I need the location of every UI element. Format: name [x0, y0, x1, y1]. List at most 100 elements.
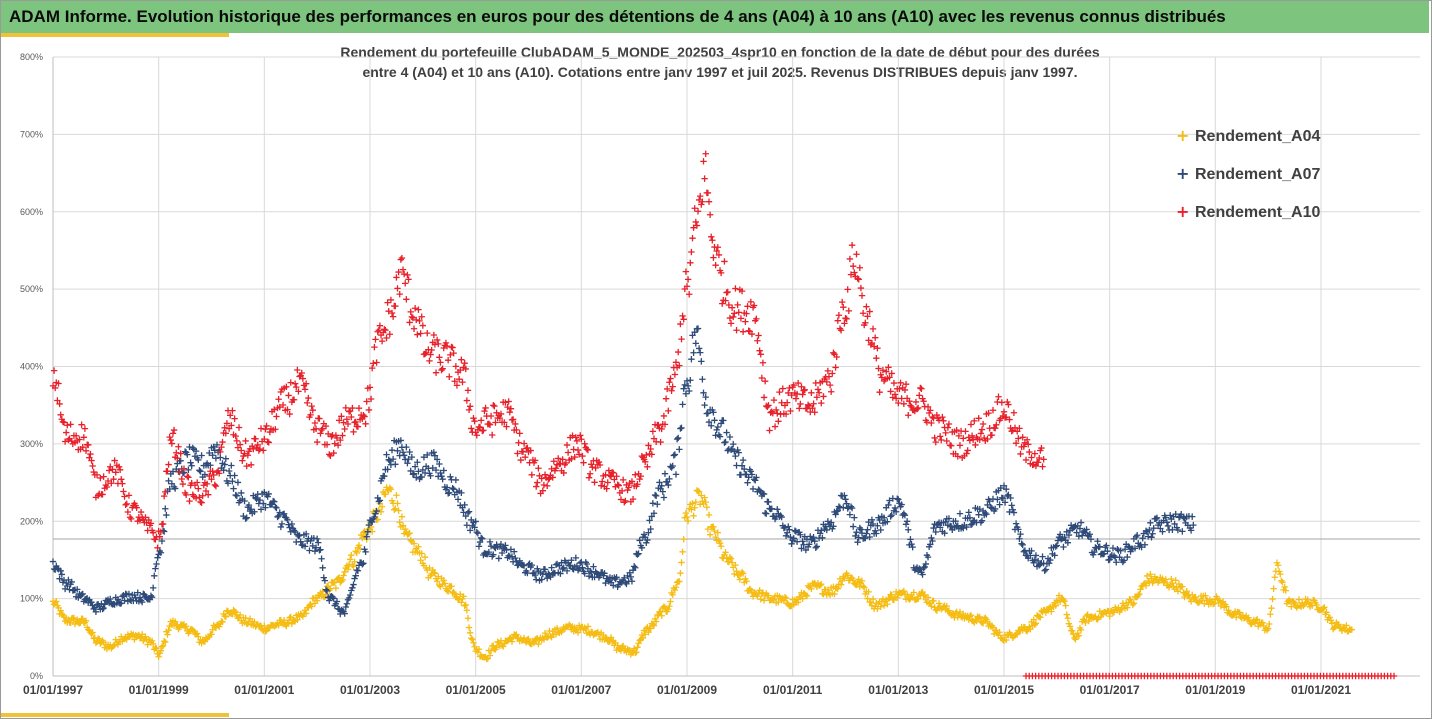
data-point — [294, 616, 301, 623]
data-point — [895, 399, 902, 407]
data-point — [476, 424, 484, 431]
data-point — [392, 302, 399, 310]
data-point — [894, 495, 901, 502]
data-point — [584, 446, 592, 454]
data-point — [364, 528, 371, 535]
data-point — [912, 398, 920, 406]
data-point — [843, 315, 850, 323]
data-point — [968, 520, 976, 528]
data-point — [119, 480, 126, 487]
data-point — [694, 208, 702, 215]
data-point — [757, 596, 764, 603]
data-point — [563, 441, 571, 449]
data-point — [689, 234, 696, 242]
data-point — [956, 608, 964, 616]
data-point — [943, 602, 950, 610]
data-point — [673, 435, 681, 443]
data-point — [884, 518, 891, 525]
data-point — [262, 504, 269, 511]
data-point — [235, 424, 243, 431]
data-point — [906, 397, 913, 405]
data-point — [805, 402, 813, 410]
y-tick-label: 600% — [20, 207, 43, 217]
data-point — [704, 409, 712, 417]
data-point — [505, 552, 512, 559]
data-point — [482, 404, 489, 412]
data-point — [92, 608, 100, 616]
data-point — [154, 554, 161, 561]
data-point — [1020, 548, 1028, 555]
data-point — [1030, 616, 1037, 623]
data-point — [177, 457, 184, 464]
data-point — [579, 564, 586, 571]
data-point — [1020, 443, 1028, 450]
data-point — [960, 524, 967, 532]
data-point — [1032, 462, 1040, 470]
data-point — [875, 365, 882, 372]
data-point — [353, 566, 360, 574]
chart-title-line-1: Rendement du portefeuille ClubADAM_5_MON… — [340, 44, 1100, 60]
data-point — [743, 310, 750, 317]
data-point — [855, 534, 862, 541]
data-point — [1304, 596, 1311, 603]
x-tick-label: 01/01/1999 — [129, 683, 189, 697]
data-point — [437, 469, 444, 477]
data-point — [1168, 575, 1175, 583]
x-tick-label: 01/01/2019 — [1185, 683, 1245, 697]
data-point — [307, 411, 314, 419]
data-point — [1285, 596, 1293, 604]
data-point — [690, 349, 697, 356]
data-point — [335, 417, 343, 424]
series-a10-zero-band — [1022, 672, 1398, 680]
data-point — [727, 555, 735, 562]
data-point — [262, 628, 269, 635]
data-point — [105, 467, 113, 474]
data-point — [727, 446, 735, 454]
data-point — [939, 413, 946, 421]
data-point — [850, 523, 857, 530]
data-point — [1179, 583, 1186, 590]
data-point — [524, 569, 531, 577]
data-point — [765, 592, 772, 599]
data-point — [65, 576, 72, 584]
data-point — [471, 417, 478, 425]
data-point — [354, 567, 362, 574]
data-point — [855, 276, 862, 283]
data-point — [1153, 514, 1161, 522]
data-point — [208, 631, 215, 638]
data-point — [1225, 607, 1232, 614]
data-point — [854, 539, 861, 546]
data-point — [74, 586, 81, 593]
data-point — [954, 453, 961, 460]
data-point — [441, 580, 449, 587]
data-point — [124, 508, 132, 516]
data-point — [657, 438, 664, 446]
data-point — [883, 368, 890, 375]
data-point — [78, 421, 85, 428]
data-point — [72, 432, 80, 439]
data-point — [1069, 627, 1076, 635]
data-point — [943, 437, 950, 445]
data-point — [722, 438, 729, 446]
data-point — [1022, 456, 1030, 464]
data-point — [632, 564, 639, 571]
data-point — [178, 475, 185, 483]
data-point — [492, 419, 499, 426]
data-point — [658, 425, 665, 433]
data-point — [414, 331, 421, 338]
data-point — [110, 642, 117, 650]
data-point — [816, 530, 824, 537]
data-point — [1009, 506, 1017, 513]
data-point — [1149, 530, 1156, 537]
data-point — [745, 474, 752, 481]
data-point — [682, 268, 690, 275]
data-point — [426, 357, 433, 365]
data-point — [123, 500, 130, 508]
data-point — [917, 384, 924, 392]
data-point — [409, 314, 417, 322]
data-point — [474, 530, 482, 537]
data-point — [57, 411, 64, 419]
data-point — [1268, 604, 1275, 612]
data-point — [702, 150, 709, 157]
data-point — [430, 449, 438, 456]
